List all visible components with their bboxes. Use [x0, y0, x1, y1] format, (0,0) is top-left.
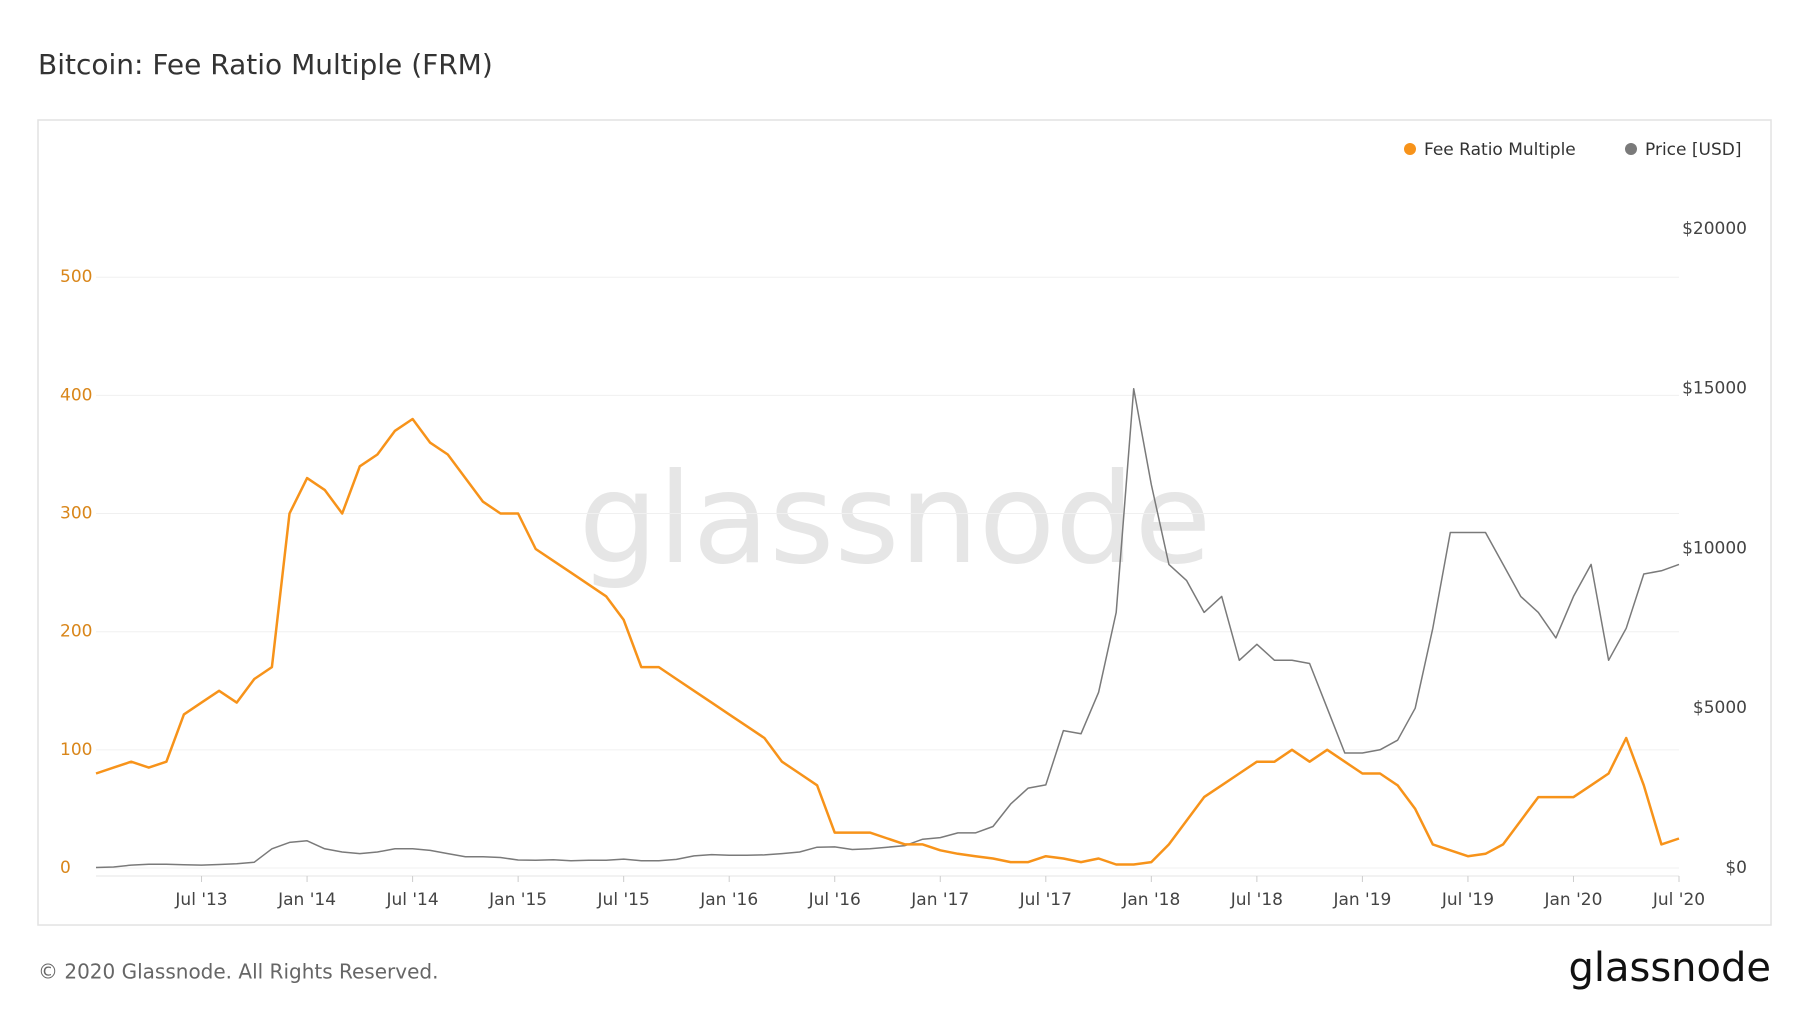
chart-panel: [37, 119, 1772, 926]
y-tick-label: 100: [60, 740, 92, 760]
footer: © 2020 Glassnode. All Rights Reserved.: [38, 960, 438, 984]
y-tick-label: 500: [60, 267, 92, 287]
legend-marker: [1625, 143, 1637, 155]
y-tick-label: 300: [60, 504, 92, 524]
legend-marker: [1404, 143, 1416, 155]
series-line: [95, 387, 1680, 869]
x-tick-label: Jul '17: [1019, 890, 1072, 910]
logo: glassnode: [1568, 945, 1771, 991]
x-tick-label: Jul '19: [1441, 890, 1494, 910]
x-tick-label: Jul '16: [808, 890, 861, 910]
legend-label: Fee Ratio Multiple: [1424, 140, 1576, 160]
watermark: glassnode: [579, 447, 1212, 592]
series-line: [95, 417, 1680, 866]
y2-tick-label: $10000: [1682, 538, 1747, 558]
x-tick-label: Jan '20: [1544, 890, 1603, 910]
x-tick-label: Jan '18: [1121, 890, 1180, 910]
legend-label: Price [USD]: [1645, 140, 1741, 160]
y2-tick-label: $15000: [1682, 379, 1747, 399]
y2-tick-label: $5000: [1693, 698, 1747, 718]
x-tick-label: Jan '17: [910, 890, 969, 910]
x-tick-label: Jan '16: [699, 890, 758, 910]
x-tick-label: Jan '19: [1332, 890, 1391, 910]
y2-tick-label: $0: [1725, 858, 1747, 878]
x-tick-label: Jan '15: [488, 890, 547, 910]
x-tick-label: Jan '14: [277, 890, 336, 910]
y2-tick-label: $20000: [1682, 219, 1747, 239]
x-tick-label: Jul '15: [597, 890, 650, 910]
x-tick-label: Jul '18: [1230, 890, 1283, 910]
y-tick-label: 200: [60, 622, 92, 642]
chart-title: Bitcoin: Fee Ratio Multiple (FRM): [38, 48, 493, 81]
y-tick-label: 400: [60, 385, 92, 405]
x-tick-label: Jul '20: [1652, 890, 1705, 910]
x-tick-label: Jul '13: [174, 890, 227, 910]
x-tick-label: Jul '14: [385, 890, 438, 910]
y-tick-label: 0: [60, 858, 71, 878]
